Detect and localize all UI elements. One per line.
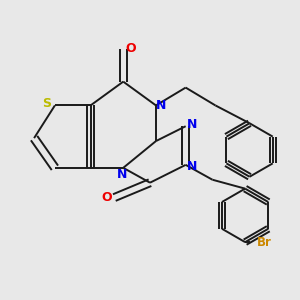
Text: N: N [187, 160, 197, 173]
Text: N: N [156, 99, 166, 112]
Text: S: S [42, 98, 51, 110]
Text: O: O [102, 191, 112, 204]
Text: N: N [117, 168, 127, 181]
Text: Br: Br [257, 236, 272, 249]
Text: O: O [125, 42, 136, 56]
Text: N: N [187, 118, 197, 131]
